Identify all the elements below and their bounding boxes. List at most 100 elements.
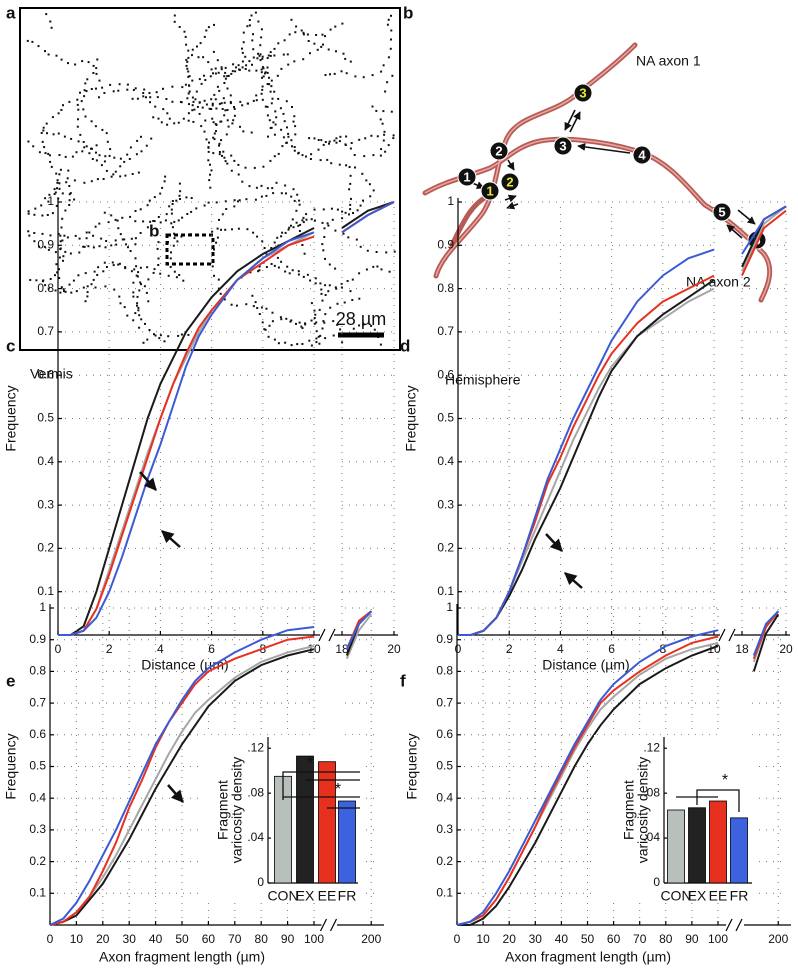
- dot: [65, 181, 68, 184]
- dot: [290, 224, 292, 227]
- dot: [257, 20, 260, 23]
- series-line: [345, 613, 373, 660]
- dot: [319, 159, 322, 162]
- dot: [211, 117, 214, 120]
- dot: [324, 294, 327, 296]
- dot: [129, 146, 132, 149]
- dot: [188, 103, 190, 106]
- dot: [296, 193, 299, 196]
- series-line: [458, 279, 715, 636]
- dot: [215, 124, 218, 126]
- y-tick-label: 0.4: [437, 454, 454, 468]
- dot: [282, 136, 285, 139]
- dot: [322, 143, 325, 146]
- dot: [296, 343, 299, 346]
- x-tick-label: 20: [503, 932, 517, 946]
- dot: [264, 328, 267, 331]
- dot: [85, 90, 88, 93]
- dot: [313, 317, 316, 319]
- dot: [105, 240, 108, 242]
- dot: [82, 286, 85, 289]
- dot: [261, 55, 264, 58]
- dot: [103, 261, 106, 264]
- dot: [162, 108, 165, 111]
- dot: [134, 237, 137, 240]
- dot: [111, 261, 114, 264]
- dot: [139, 208, 142, 211]
- dot: [200, 82, 203, 85]
- dot: [28, 234, 31, 237]
- dot: [77, 118, 79, 121]
- y-tick-label: 0.7: [437, 324, 454, 338]
- dot: [92, 246, 95, 249]
- dot: [185, 64, 188, 67]
- dot: [275, 116, 278, 119]
- dot: [323, 321, 326, 324]
- dot: [117, 227, 120, 230]
- dot: [182, 117, 185, 120]
- panel-letter: e: [6, 671, 15, 690]
- dot: [218, 89, 221, 92]
- dot: [309, 279, 312, 282]
- dot: [220, 120, 223, 123]
- dot: [324, 313, 327, 316]
- dot: [249, 271, 252, 274]
- dot: [384, 90, 387, 93]
- dot: [218, 151, 221, 153]
- dot: [163, 340, 166, 343]
- dot: [290, 344, 293, 347]
- x-tick-label: EE: [709, 888, 728, 904]
- y-tick-label: 0.8: [29, 664, 46, 678]
- dot: [83, 245, 86, 248]
- dot: [49, 20, 52, 23]
- dot: [54, 251, 57, 254]
- dot: [32, 145, 35, 148]
- dot: [339, 328, 342, 331]
- dot: [137, 306, 140, 309]
- dot: [121, 238, 124, 241]
- dot: [266, 57, 269, 59]
- dot: [268, 119, 271, 122]
- dot: [213, 93, 216, 96]
- dot: [294, 31, 297, 34]
- dot: [207, 61, 210, 64]
- dot: [226, 109, 229, 111]
- dot: [369, 195, 372, 198]
- dot: [58, 154, 61, 156]
- dot: [49, 278, 52, 280]
- dot: [390, 29, 393, 32]
- dot: [227, 74, 230, 77]
- dot: [55, 54, 58, 57]
- x-tick-label: 18: [735, 642, 749, 656]
- dot: [145, 144, 148, 147]
- axon-label: NA axon 2: [686, 274, 751, 290]
- series-line: [58, 227, 315, 636]
- dot: [293, 149, 296, 152]
- dot: [127, 246, 129, 249]
- dot: [258, 269, 261, 272]
- dot: [162, 87, 164, 90]
- dot: [291, 106, 293, 108]
- dot: [247, 102, 249, 105]
- dot: [321, 327, 324, 330]
- node-label: 1: [463, 169, 470, 184]
- dot: [178, 182, 181, 185]
- dot: [210, 98, 213, 101]
- dot: [358, 324, 361, 327]
- dot: [215, 241, 218, 244]
- dot: [375, 251, 378, 253]
- dot: [254, 11, 257, 14]
- dot: [88, 231, 91, 234]
- dot: [134, 243, 137, 246]
- node-label: 3: [579, 85, 586, 100]
- dot: [153, 333, 155, 336]
- dot: [254, 198, 257, 201]
- dot: [192, 100, 195, 103]
- dot: [376, 135, 379, 138]
- dot: [341, 210, 344, 213]
- dot: [237, 200, 239, 203]
- dot: [282, 112, 285, 115]
- dot: [213, 23, 215, 26]
- dot: [346, 280, 349, 282]
- dot: [323, 236, 326, 238]
